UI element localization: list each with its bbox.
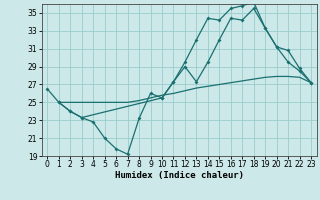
- X-axis label: Humidex (Indice chaleur): Humidex (Indice chaleur): [115, 171, 244, 180]
